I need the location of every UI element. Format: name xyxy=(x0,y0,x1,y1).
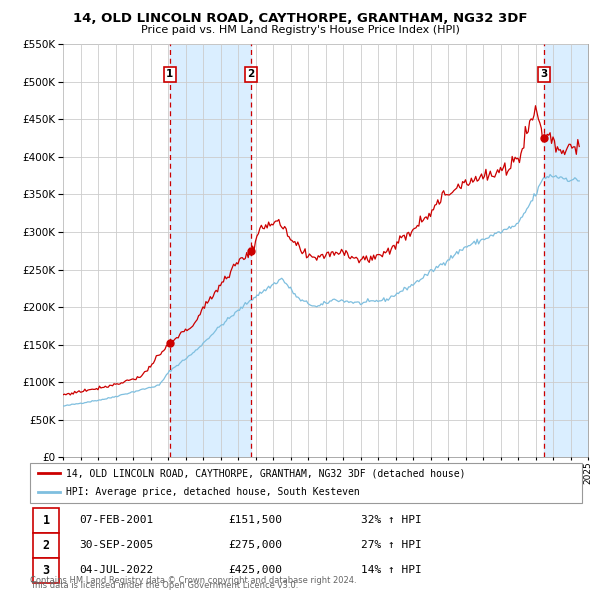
Text: 27% ↑ HPI: 27% ↑ HPI xyxy=(361,540,422,550)
FancyBboxPatch shape xyxy=(30,463,582,503)
Text: 3: 3 xyxy=(541,69,548,79)
Text: 1: 1 xyxy=(166,69,173,79)
Text: £151,500: £151,500 xyxy=(229,515,283,525)
Text: 1: 1 xyxy=(43,514,50,527)
Text: 07-FEB-2001: 07-FEB-2001 xyxy=(80,515,154,525)
Text: 14% ↑ HPI: 14% ↑ HPI xyxy=(361,565,422,575)
Text: 32% ↑ HPI: 32% ↑ HPI xyxy=(361,515,422,525)
Text: 14, OLD LINCOLN ROAD, CAYTHORPE, GRANTHAM, NG32 3DF (detached house): 14, OLD LINCOLN ROAD, CAYTHORPE, GRANTHA… xyxy=(66,468,466,478)
Text: Contains HM Land Registry data © Crown copyright and database right 2024.: Contains HM Land Registry data © Crown c… xyxy=(30,576,356,585)
Text: £425,000: £425,000 xyxy=(229,565,283,575)
Text: Price paid vs. HM Land Registry's House Price Index (HPI): Price paid vs. HM Land Registry's House … xyxy=(140,25,460,35)
Text: 2: 2 xyxy=(43,539,50,552)
Text: 2: 2 xyxy=(248,69,255,79)
FancyBboxPatch shape xyxy=(33,558,59,582)
Text: 30-SEP-2005: 30-SEP-2005 xyxy=(80,540,154,550)
Text: This data is licensed under the Open Government Licence v3.0.: This data is licensed under the Open Gov… xyxy=(30,581,298,590)
Text: 04-JUL-2022: 04-JUL-2022 xyxy=(80,565,154,575)
Bar xyxy=(544,44,588,457)
Text: 14, OLD LINCOLN ROAD, CAYTHORPE, GRANTHAM, NG32 3DF: 14, OLD LINCOLN ROAD, CAYTHORPE, GRANTHA… xyxy=(73,12,527,25)
Text: HPI: Average price, detached house, South Kesteven: HPI: Average price, detached house, Sout… xyxy=(66,487,359,497)
Bar xyxy=(170,44,251,457)
FancyBboxPatch shape xyxy=(33,508,59,533)
Text: £275,000: £275,000 xyxy=(229,540,283,550)
Text: 3: 3 xyxy=(43,563,50,576)
FancyBboxPatch shape xyxy=(33,533,59,558)
